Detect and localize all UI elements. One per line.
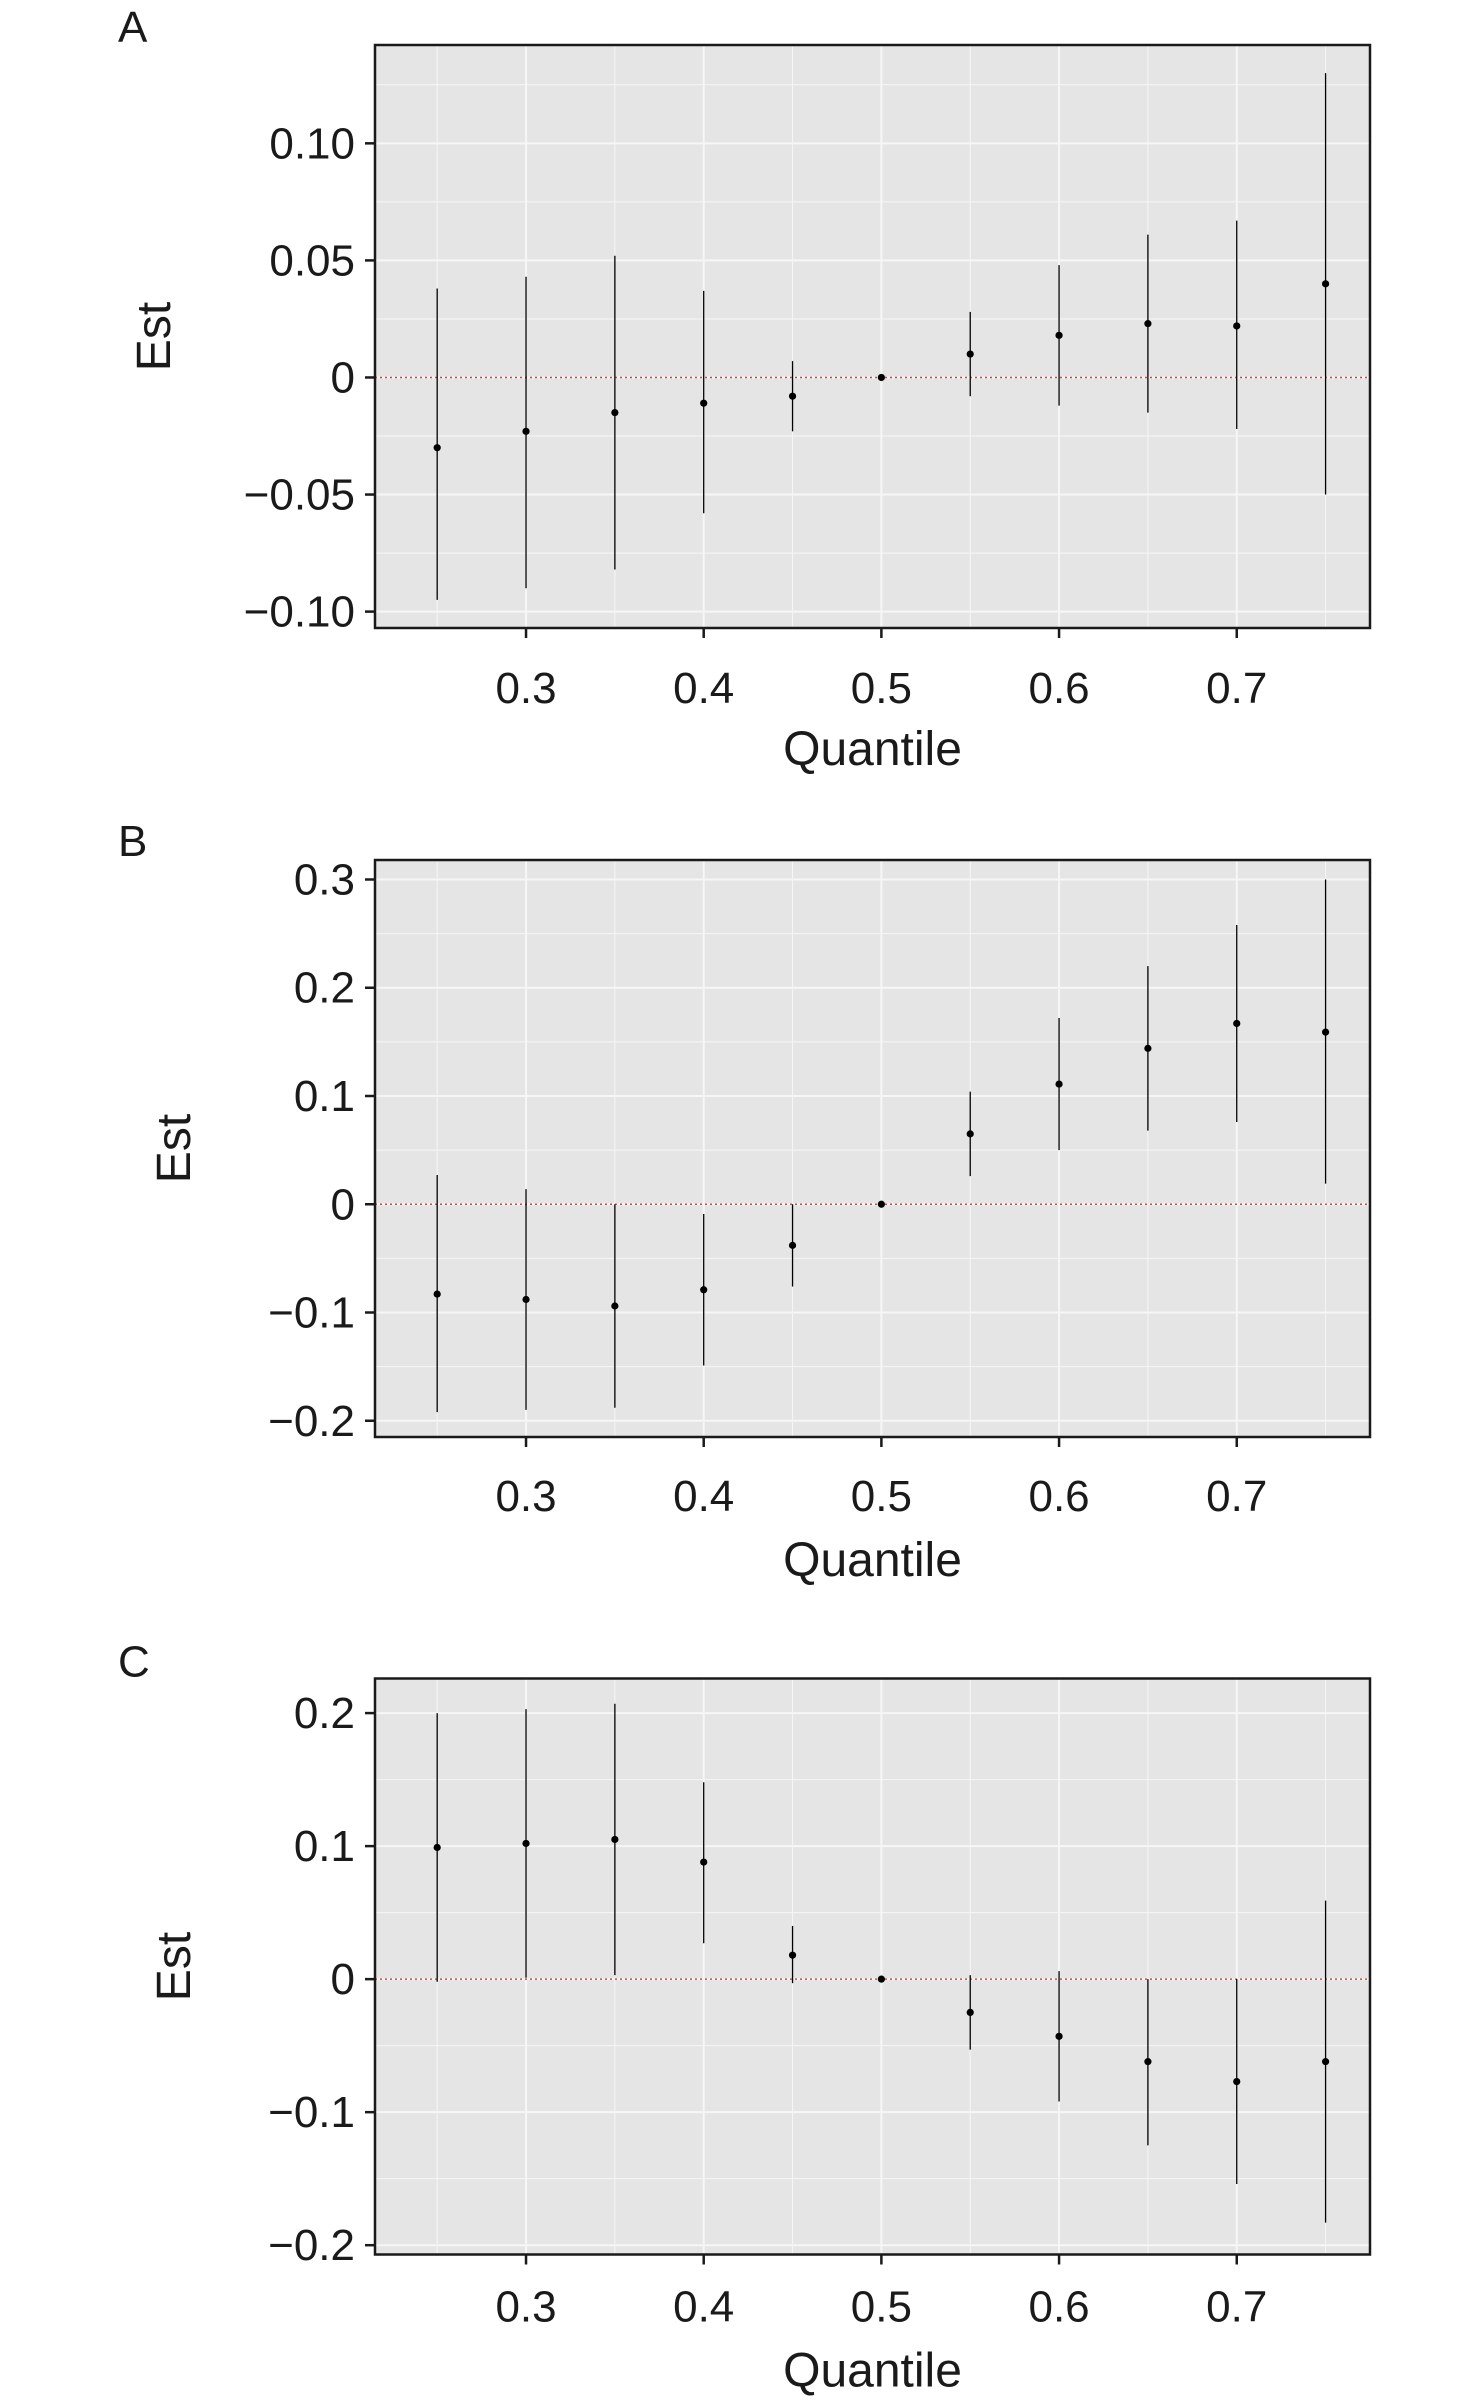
estimate-point (1233, 2077, 1241, 2086)
estimate-point (433, 1290, 441, 1298)
estimate-point (1233, 1019, 1241, 1028)
plot-background (375, 1678, 1370, 2255)
panel-letter: C (118, 1638, 150, 1687)
x-tick-label: 0.6 (1028, 664, 1089, 713)
x-axis-title: Quantile (783, 723, 962, 776)
x-axis-title: Quantile (783, 1534, 962, 1587)
y-tick-label: 0.3 (294, 855, 355, 904)
panel-c: C −0.2 −0.1 0 0.1 0.2 0.3 0.4 0.5 0.6 0.7 Quantile E… (118, 1638, 1372, 2398)
x-tick-label: 0.3 (495, 1472, 556, 1521)
estimate-point (877, 1975, 885, 1983)
x-axis-title: Quantile (783, 2345, 962, 2398)
x-tick-label: 0.6 (1028, 1472, 1089, 1521)
estimate-point (877, 373, 885, 382)
estimate-point (788, 1241, 797, 1249)
estimate-point (788, 1951, 797, 1959)
estimate-point (1233, 322, 1241, 330)
estimate-point (1055, 1080, 1063, 1088)
x-tick-label: 0.3 (495, 664, 556, 713)
plot-background (375, 860, 1370, 1437)
panel-b: B −0.2 −0.1 0 0.1 0.2 0.3 0.3 0.4 0.5 0.6 0.7 Quanti… (118, 817, 1372, 1587)
x-tick-label: 0.3 (495, 2283, 556, 2332)
estimate-point (1321, 2058, 1330, 2066)
estimate-point (966, 350, 974, 358)
x-tick-label: 0.5 (851, 664, 912, 713)
estimate-point (611, 1302, 619, 1310)
panel-letter: A (118, 3, 148, 52)
x-tick-label: 0.5 (851, 1472, 912, 1521)
y-axis-title: Est (148, 1932, 201, 2001)
estimate-point (433, 1843, 441, 1852)
x-tick-label: 0.4 (673, 1472, 734, 1521)
y-tick-label: −0.1 (268, 2088, 355, 2137)
x-tick-label: 0.4 (673, 2283, 734, 2332)
y-tick-label: 0 (331, 1180, 355, 1229)
x-tick-label: 0.5 (851, 2283, 912, 2332)
estimate-point (522, 1295, 530, 1304)
estimate-point (700, 1858, 708, 1866)
y-tick-label: 0.10 (269, 119, 355, 168)
estimate-point (611, 1835, 619, 1844)
plot-border (373, 1677, 1372, 2256)
y-tick-label: −0.1 (268, 1289, 355, 1338)
estimate-point (877, 1200, 885, 1208)
estimate-point (1144, 2058, 1152, 2066)
y-axis-title: Est (128, 302, 181, 371)
plot-background (375, 45, 1370, 628)
y-tick-label: 0.2 (294, 1689, 355, 1738)
y-tick-label: 0 (331, 1955, 355, 2004)
estimate-point (788, 392, 797, 400)
y-tick-label: 0.2 (294, 964, 355, 1013)
plot-border (373, 858, 1372, 1439)
y-tick-label: 0.1 (294, 1072, 355, 1121)
y-tick-label: −0.2 (268, 2221, 355, 2270)
estimate-point (966, 2008, 974, 2016)
y-axis-title: Est (148, 1114, 201, 1183)
x-tick-label: 0.4 (673, 664, 734, 713)
estimate-point (700, 399, 708, 407)
plot-border (373, 43, 1372, 630)
x-tick-label: 0.7 (1206, 1472, 1267, 1521)
y-tick-label: 0.05 (269, 236, 355, 285)
estimate-point (966, 1130, 974, 1138)
estimate-point (1144, 320, 1152, 328)
estimate-point (522, 1839, 530, 1848)
estimate-point (1055, 2032, 1063, 2040)
estimate-point (1321, 1028, 1330, 1036)
y-tick-label: 0.1 (294, 1822, 355, 1871)
x-tick-label: 0.7 (1206, 664, 1267, 713)
y-tick-label: −0.05 (244, 471, 355, 520)
estimate-point (611, 408, 619, 417)
y-tick-label: 0 (331, 353, 355, 402)
estimate-point (1321, 280, 1330, 288)
panel-letter: B (118, 817, 147, 866)
y-tick-label: −0.2 (268, 1397, 355, 1446)
panel-a: A −0.10 −0.05 0 0.05 0.10 0.3 0.4 0.5 0.6 0.7 Quant… (118, 3, 1372, 776)
y-tick-label: −0.10 (244, 588, 355, 637)
x-tick-label: 0.6 (1028, 2283, 1089, 2332)
estimate-point (433, 444, 441, 452)
estimate-point (522, 427, 530, 435)
estimate-point (1144, 1044, 1152, 1052)
x-tick-label: 0.7 (1206, 2283, 1267, 2332)
estimate-point (700, 1286, 708, 1294)
estimate-point (1055, 331, 1063, 339)
